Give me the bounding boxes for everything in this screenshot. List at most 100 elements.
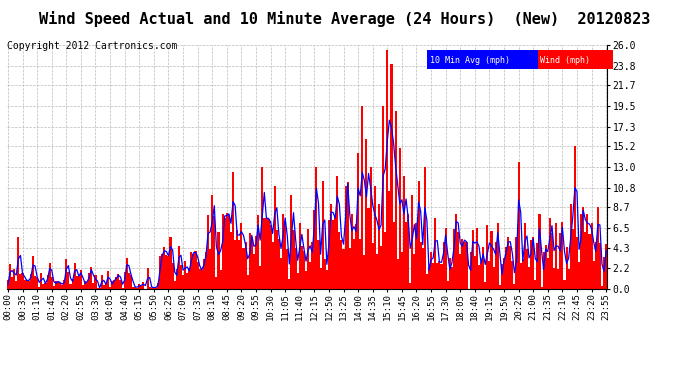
Bar: [193, 254, 195, 289]
Bar: [560, 232, 562, 289]
Bar: [322, 181, 324, 289]
Bar: [268, 219, 270, 289]
Bar: [205, 252, 207, 289]
Bar: [384, 232, 386, 289]
Bar: [372, 243, 374, 289]
Bar: [9, 264, 11, 289]
Bar: [244, 242, 246, 289]
Bar: [480, 262, 482, 289]
Bar: [264, 218, 266, 289]
Bar: [432, 263, 434, 289]
Bar: [128, 273, 130, 289]
Bar: [558, 270, 560, 289]
Bar: [221, 214, 224, 289]
Bar: [305, 271, 307, 289]
Bar: [232, 172, 234, 289]
Bar: [524, 223, 526, 289]
Bar: [164, 248, 166, 289]
Bar: [299, 223, 301, 289]
Bar: [80, 270, 82, 289]
Bar: [134, 286, 136, 289]
Bar: [582, 207, 584, 289]
Bar: [99, 288, 101, 289]
Bar: [55, 281, 57, 289]
Bar: [274, 186, 276, 289]
Bar: [426, 274, 428, 289]
Bar: [68, 272, 70, 289]
Bar: [213, 216, 215, 289]
Bar: [36, 278, 38, 289]
Bar: [420, 242, 422, 289]
Bar: [401, 252, 403, 289]
Bar: [174, 281, 176, 289]
Bar: [380, 246, 382, 289]
Bar: [230, 231, 232, 289]
Bar: [38, 287, 40, 289]
Bar: [489, 261, 491, 289]
Bar: [74, 263, 76, 289]
Bar: [603, 257, 605, 289]
Bar: [219, 270, 221, 289]
Bar: [115, 276, 117, 289]
Bar: [250, 238, 253, 289]
Bar: [246, 275, 248, 289]
Bar: [515, 237, 518, 289]
Bar: [215, 277, 217, 289]
Bar: [207, 215, 209, 289]
Bar: [228, 215, 230, 289]
Bar: [551, 233, 553, 289]
Bar: [505, 247, 507, 289]
Bar: [430, 252, 432, 289]
Bar: [364, 255, 366, 289]
Bar: [415, 223, 417, 289]
Bar: [197, 262, 199, 289]
Bar: [413, 254, 415, 289]
Bar: [234, 240, 236, 289]
Bar: [148, 287, 150, 289]
Bar: [403, 176, 405, 289]
Bar: [121, 288, 124, 289]
Bar: [97, 288, 99, 289]
Bar: [499, 285, 501, 289]
Bar: [92, 284, 95, 289]
Bar: [152, 287, 155, 289]
Bar: [111, 282, 113, 289]
Text: Wind Speed Actual and 10 Minute Average (24 Hours)  (New)  20120823: Wind Speed Actual and 10 Minute Average …: [39, 11, 651, 27]
Bar: [540, 287, 542, 289]
Bar: [17, 237, 19, 289]
Bar: [28, 280, 30, 289]
Bar: [428, 267, 430, 289]
Bar: [544, 245, 546, 289]
Bar: [591, 223, 593, 289]
Bar: [184, 261, 186, 289]
Bar: [568, 270, 570, 289]
Bar: [130, 275, 132, 289]
Bar: [453, 229, 455, 289]
Bar: [166, 255, 168, 289]
Bar: [417, 181, 420, 289]
Bar: [155, 288, 157, 289]
Bar: [178, 246, 180, 289]
Bar: [272, 242, 274, 289]
Bar: [90, 267, 92, 289]
Bar: [103, 285, 105, 289]
Bar: [136, 288, 138, 289]
Bar: [180, 265, 182, 289]
Bar: [424, 167, 426, 289]
Bar: [253, 254, 255, 289]
Bar: [201, 270, 203, 289]
Bar: [140, 286, 142, 289]
Bar: [553, 268, 555, 289]
Bar: [13, 269, 15, 289]
Bar: [255, 236, 257, 289]
Bar: [86, 282, 88, 289]
Bar: [605, 244, 607, 289]
Bar: [409, 283, 411, 289]
Bar: [351, 214, 353, 289]
Bar: [448, 258, 451, 289]
Bar: [382, 106, 384, 289]
Bar: [72, 279, 74, 289]
Bar: [186, 273, 188, 289]
Bar: [168, 256, 170, 289]
Bar: [336, 176, 338, 289]
